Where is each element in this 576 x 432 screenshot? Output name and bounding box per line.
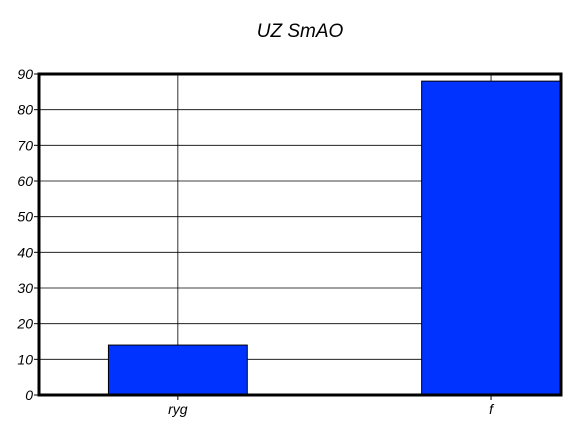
bars: [107, 80, 561, 396]
y-tick-label: 0: [25, 387, 33, 403]
y-tick-label: 70: [17, 137, 33, 153]
y-tick-label: 60: [17, 173, 33, 189]
x-tick-label: f: [489, 401, 495, 417]
y-tick-label: 10: [17, 351, 33, 367]
y-tick-label: 30: [17, 280, 33, 296]
y-tick-label: 50: [17, 209, 33, 225]
chart-title: UZ SmAO: [257, 21, 344, 42]
bar-f: [421, 80, 561, 396]
y-tick-label: 20: [16, 316, 33, 332]
x-tick-label: ryg: [168, 401, 188, 417]
y-tick-label: 80: [17, 102, 33, 118]
plot-frame: [37, 72, 563, 397]
bar-ryg: [107, 344, 248, 396]
y-tick-label: 40: [17, 244, 33, 260]
y-tick-label: 90: [17, 66, 33, 82]
